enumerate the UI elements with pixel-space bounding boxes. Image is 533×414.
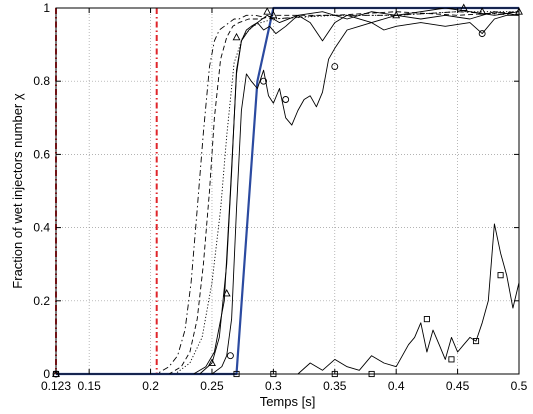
series-line-1 [56, 6, 519, 376]
series-line-3 [56, 11, 520, 375]
circle-marker [478, 30, 486, 38]
series-line-7 [56, 14, 519, 375]
series-line-5 [56, 11, 520, 375]
grid [56, 8, 519, 374]
circle-marker [282, 96, 290, 103]
triangle-marker [269, 10, 278, 19]
y-tick-label: 0.2 [33, 294, 50, 308]
x-tick-label: 0.35 [323, 379, 347, 393]
triangle-marker [222, 289, 231, 297]
circle-marker [331, 63, 339, 71]
x-axis-label: Temps [s] [260, 394, 316, 409]
square-marker [423, 316, 430, 323]
triangle-marker [478, 7, 487, 15]
x-tick-label: 0.123 [41, 379, 71, 393]
triangle-marker [232, 32, 241, 41]
circle-marker [226, 352, 234, 360]
x-tick-label: 0.25 [200, 379, 224, 393]
triangle-marker [263, 7, 272, 15]
y-tick-label: 1 [43, 1, 50, 15]
square-marker [472, 338, 480, 345]
y-tick-label: 0.6 [33, 147, 50, 161]
series-lines [56, 6, 520, 376]
square-marker [497, 272, 504, 279]
series-markers [52, 3, 523, 378]
series-line-8 [56, 223, 520, 375]
square-marker [448, 356, 455, 363]
circle-marker [260, 77, 268, 85]
x-tick-label: 0.3 [265, 379, 282, 393]
y-axis-label: Fraction of wet injectors number χ [10, 93, 25, 289]
series-line-4 [56, 11, 519, 375]
y-tick-label: 0 [43, 367, 50, 381]
x-tick-label: 0.4 [388, 379, 405, 393]
axis-ticks: 0.123 0.15 0.2 0.25 0.3 0.35 0.4 0.45 0.5 0 0.2 0.4… [33, 1, 527, 393]
y-tick-label: 0.8 [33, 74, 50, 88]
vertical-markers [55, 8, 158, 374]
plot-frame [55, 7, 520, 375]
series-line-2 [56, 11, 520, 375]
series-line-6 [56, 7, 520, 375]
triangle-marker [392, 10, 401, 19]
y-tick-label: 0.4 [33, 221, 50, 235]
x-tick-label: 0.2 [142, 379, 159, 393]
x-tick-label: 0.5 [511, 379, 528, 393]
x-tick-label: 0.45 [446, 379, 470, 393]
triangle-marker [208, 358, 216, 366]
x-tick-label: 0.15 [77, 379, 101, 393]
